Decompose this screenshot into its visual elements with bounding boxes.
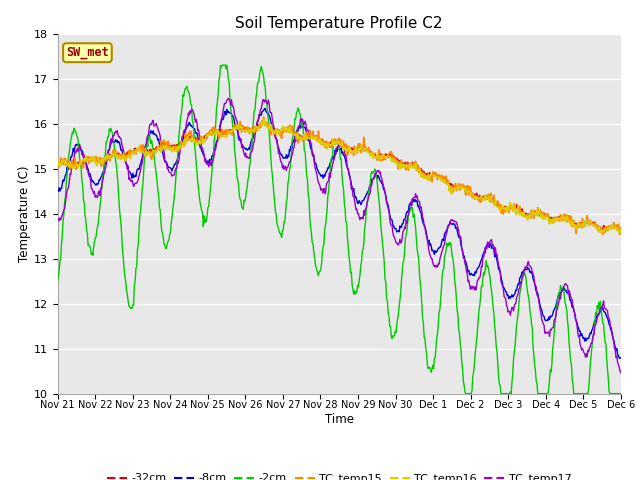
Legend: -32cm, -8cm, -2cm, TC_temp15, TC_temp16, TC_temp17: -32cm, -8cm, -2cm, TC_temp15, TC_temp16,…: [102, 469, 576, 480]
X-axis label: Time: Time: [324, 413, 354, 426]
Title: Soil Temperature Profile C2: Soil Temperature Profile C2: [236, 16, 443, 31]
Y-axis label: Temperature (C): Temperature (C): [18, 165, 31, 262]
Text: SW_met: SW_met: [66, 46, 109, 59]
